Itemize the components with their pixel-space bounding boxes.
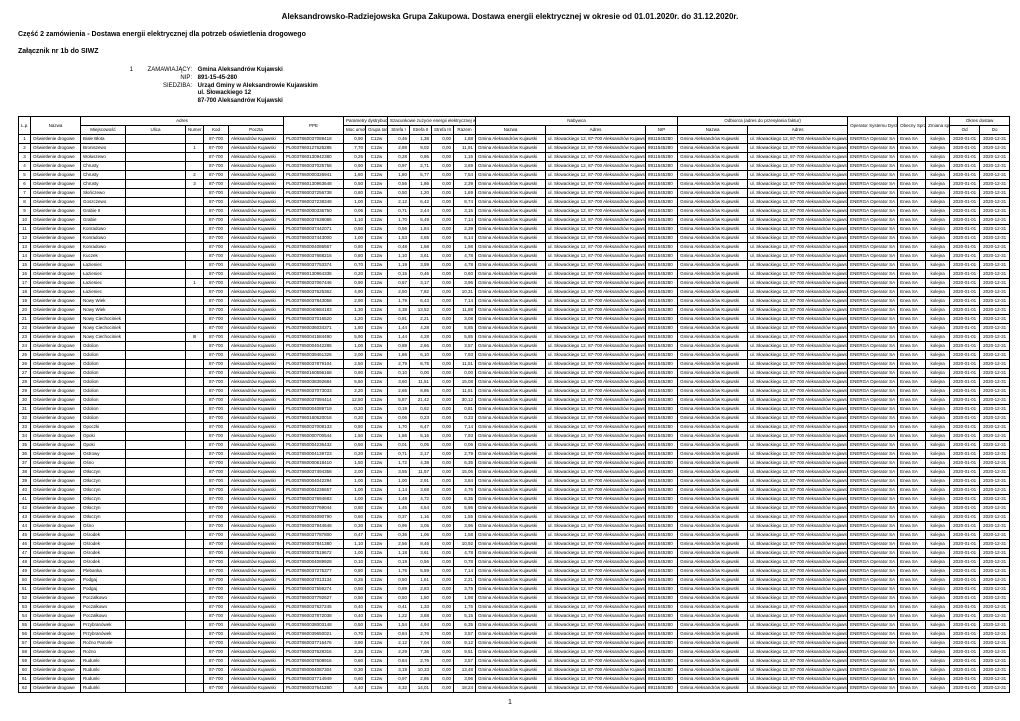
table-row: 8Oświetlenie drogoweGoszczewo87-700Aleks… [19, 197, 1010, 206]
table-row: 6Oświetlenie drogoweChrusty387-700Aleksa… [19, 179, 1010, 188]
table-row: 26Oświetlenie drogoweOdolion87-700Aleksa… [19, 359, 1010, 368]
table-row: 44Oświetlenie drogoweOśno87-700Aleksandr… [19, 521, 1010, 530]
table-row: 54Oświetlenie drogowePoczałkowo87-700Ale… [19, 611, 1010, 620]
table-row: 4Oświetlenie drogoweChrusty87-700Aleksan… [19, 161, 1010, 170]
attachment-label: Załącznik nr 1b do SIWZ [18, 48, 1002, 55]
page-number: 1 [18, 699, 1002, 706]
table-row: 13Oświetlenie drogoweKonradowo87-700Alek… [19, 242, 1010, 251]
data-table: L.p. Nazwa Adres PPE Parametry dystrybuc… [18, 116, 1010, 693]
table-row: 37Oświetlenie drogoweOśno87-700Aleksandr… [19, 458, 1010, 467]
table-row: 9Oświetlenie drogoweGrabie II87-700Aleks… [19, 206, 1010, 215]
table-row: 36Oświetlenie drogoweOstrowy87-700Aleksa… [19, 449, 1010, 458]
table-row: 43Oświetlenie drogoweOtłoczyn87-700Aleks… [19, 512, 1010, 521]
table-row: 11Oświetlenie drogoweKonradowo87-700Alek… [19, 224, 1010, 233]
table-row: 25Oświetlenie drogoweOdolion87-700Aleksa… [19, 350, 1010, 359]
table-row: 1Oświetlenie drogoweBiałe Błota87-700Ale… [19, 134, 1010, 143]
table-row: 24Oświetlenie drogoweOdolion87-700Aleksa… [19, 341, 1010, 350]
table-row: 10Oświetlenie drogoweGrabie87-700Aleksan… [19, 215, 1010, 224]
table-row: 58Oświetlenie drogoweRożno87-700Aleksand… [19, 647, 1010, 656]
table-row: 3Oświetlenie drogoweWołuszewo87-700Aleks… [19, 152, 1010, 161]
table-row: 16Oświetlenie drogoweŁazieniec87-700Alek… [19, 269, 1010, 278]
table-row: 32Oświetlenie drogoweOdolion87-700Aleksa… [19, 413, 1010, 422]
table-row: 55Oświetlenie drogowePrzybranówek87-700A… [19, 620, 1010, 629]
table-row: 52Oświetlenie drogowePoczałkowo87-700Ale… [19, 593, 1010, 602]
table-row: 34Oświetlenie drogoweOpoki87-700Aleksand… [19, 431, 1010, 440]
table-row: 7Oświetlenie drogoweSłończewo87-700Aleks… [19, 188, 1010, 197]
table-row: 51Oświetlenie drogowePodgaj87-700Aleksan… [19, 584, 1010, 593]
table-row: 38Oświetlenie drogoweOtłoczyn87-700Aleks… [19, 467, 1010, 476]
table-row: 27Oświetlenie drogoweOdolion87-700Aleksa… [19, 368, 1010, 377]
table-row: 22Oświetlenie drogoweNowy Ciechociniek87… [19, 323, 1010, 332]
table-row: 31Oświetlenie drogoweOdolion87-700Aleksa… [19, 404, 1010, 413]
orderer-info: 1ZAMAWIAJĄCY: Gmina Aleksandrów Kujawski… [78, 67, 1002, 106]
table-row: 19Oświetlenie drogoweNowy Wiek87-700Alek… [19, 296, 1010, 305]
table-row: 56Oświetlenie drogowePrzybranówek87-700A… [19, 629, 1010, 638]
table-row: 53Oświetlenie drogowePoczałkowo87-700Ale… [19, 602, 1010, 611]
table-row: 5Oświetlenie drogoweChrusty287-700Aleksa… [19, 170, 1010, 179]
table-row: 20Oświetlenie drogoweNowy Wiek87-700Alek… [19, 305, 1010, 314]
table-header: L.p. Nazwa Adres PPE Parametry dystrybuc… [19, 116, 1010, 134]
table-row: 40Oświetlenie drogoweOtłoczyn87-700Aleks… [19, 485, 1010, 494]
subtitle: Część 2 zamówienia - Dostawa energii ele… [18, 31, 1002, 38]
table-row: 46Oświetlenie drogoweOśrodek87-700Aleksa… [19, 539, 1010, 548]
table-row: 35Oświetlenie drogoweOpoki87-700Aleksand… [19, 440, 1010, 449]
table-row: 2Oświetlenie drogoweBroniszewo187-700Ale… [19, 143, 1010, 152]
table-row: 42Oświetlenie drogoweOtłoczyn87-700Aleks… [19, 503, 1010, 512]
page-title: Aleksandrowsko-Radziejowska Grupa Zakupo… [18, 12, 1002, 21]
table-row: 21Oświetlenie drogoweNowy Ciechociniek87… [19, 314, 1010, 323]
table-row: 23Oświetlenie drogoweNowy CiechociniekII… [19, 332, 1010, 341]
table-row: 47Oświetlenie drogoweOśrodek87-700Aleksa… [19, 548, 1010, 557]
table-body: 1Oświetlenie drogoweBiałe Błota87-700Ale… [19, 134, 1010, 692]
table-row: 41Oświetlenie drogoweOtłoczyn87-700Aleks… [19, 494, 1010, 503]
table-row: 60Oświetlenie drogoweRudunki87-700Aleksa… [19, 665, 1010, 674]
table-row: 33Oświetlenie drogoweOpoczki87-700Aleksa… [19, 422, 1010, 431]
table-row: 14Oświetlenie drogoweKuczek87-700Aleksan… [19, 251, 1010, 260]
table-row: 62Oświetlenie drogoweRudunki87-700Aleksa… [19, 683, 1010, 692]
table-row: 45Oświetlenie drogoweOśrodek87-700Aleksa… [19, 530, 1010, 539]
table-row: 57Oświetlenie drogoweRożno Parcele87-700… [19, 638, 1010, 647]
table-row: 12Oświetlenie drogoweKonradowo87-700Alek… [19, 233, 1010, 242]
table-row: 17Oświetlenie drogoweŁazieniec187-700Ale… [19, 278, 1010, 287]
table-row: 30Oświetlenie drogoweOdolion87-700Aleksa… [19, 395, 1010, 404]
table-row: 18Oświetlenie drogoweŁazieniec87-700Alek… [19, 287, 1010, 296]
table-row: 28Oświetlenie drogoweOdolion87-700Aleksa… [19, 377, 1010, 386]
table-row: 49Oświetlenie drogowePlebanka87-700Aleks… [19, 566, 1010, 575]
table-row: 50Oświetlenie drogowePodgaj87-700Aleksan… [19, 575, 1010, 584]
table-row: 59Oświetlenie drogoweRudunki87-700Aleksa… [19, 656, 1010, 665]
table-row: 29Oświetlenie drogoweOdolion87-700Aleksa… [19, 386, 1010, 395]
table-row: 61Oświetlenie drogoweRudunki87-700Aleksa… [19, 674, 1010, 683]
table-row: 39Oświetlenie drogoweOtłoczyn87-700Aleks… [19, 476, 1010, 485]
table-row: 48Oświetlenie drogoweOśrodek87-700Aleksa… [19, 557, 1010, 566]
table-row: 15Oświetlenie drogoweŁazieniec87-700Alek… [19, 260, 1010, 269]
